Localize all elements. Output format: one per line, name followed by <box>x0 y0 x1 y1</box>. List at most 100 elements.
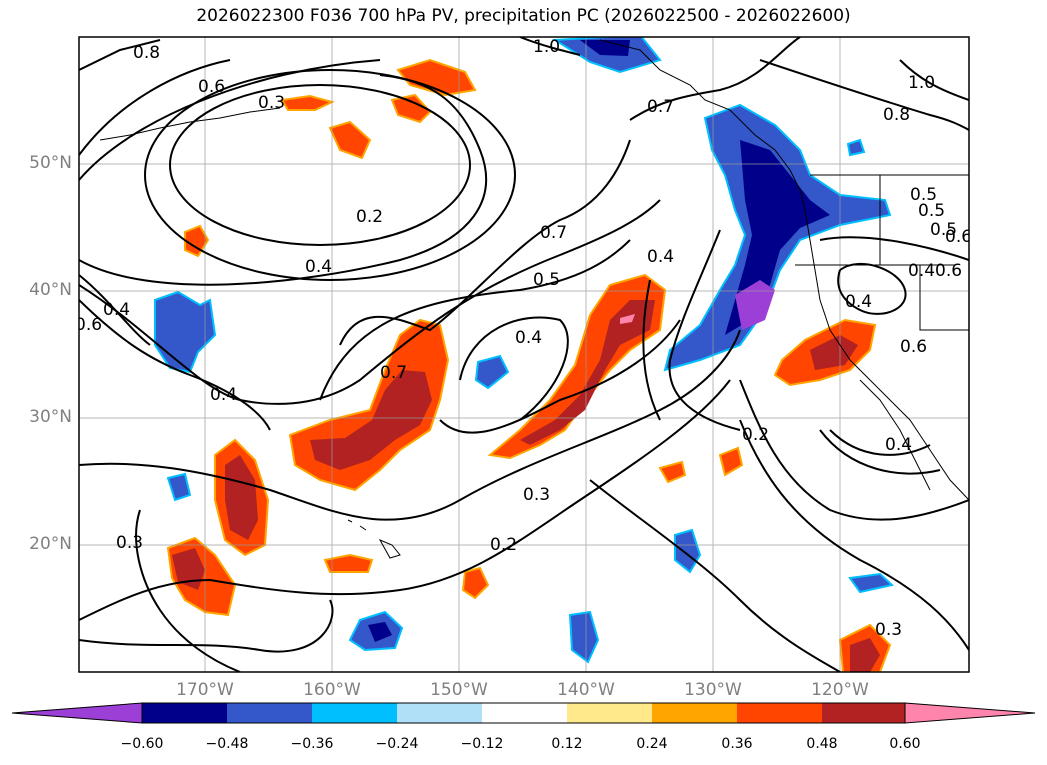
colorbar-swatch <box>142 703 227 723</box>
map-plot-area: 0.8 0.6 0.3 0.2 0.4 0.7 0.5 0.4 1.0 0.7 … <box>79 37 972 672</box>
precip-negative-cell-2-core <box>368 622 392 642</box>
contour-label: 0.6 <box>935 261 962 281</box>
precip-negative-cell-7 <box>848 572 895 594</box>
contour-label: 0.5 <box>910 185 937 205</box>
lon-label-130w: 130°W <box>684 680 742 700</box>
precip-positive-band-2-core <box>520 300 655 445</box>
colorbar-tick: 0.24 <box>636 736 668 752</box>
contour-label: 0.6 <box>198 77 225 97</box>
contour-label: 0.2 <box>356 207 383 227</box>
pv-contour-0.4-east-low <box>837 262 907 315</box>
pv-contour-0.7-coast <box>629 37 801 121</box>
precip-positive-cell-15 <box>658 460 687 484</box>
contour-label: 0.2 <box>490 535 517 555</box>
lon-label-140w: 140°W <box>557 680 615 700</box>
pv-contour-0.4-southeast <box>829 429 931 456</box>
precip-positive-cell-8 <box>328 120 372 160</box>
precip-negative-cell-6 <box>474 354 510 390</box>
precip-positive-cell-11 <box>184 224 210 258</box>
pv-contour-0.5-north <box>79 59 381 181</box>
precip-positive-cell-5-core <box>810 335 858 370</box>
pv-contour-0.6-east <box>819 236 969 261</box>
contour-label: 0.4 <box>210 385 237 405</box>
precip-positive-cell-6-core <box>850 638 880 672</box>
contour-label: 0.3 <box>875 620 902 640</box>
contour-label: 0.7 <box>647 97 674 117</box>
precip-positive-cell-3-core <box>225 455 258 540</box>
colorbar-tick: −0.48 <box>205 736 249 752</box>
coastlines <box>99 39 969 559</box>
colorbar-swatch <box>652 703 737 723</box>
contour-label: 0.6 <box>945 227 972 247</box>
pv-contour-0.2-far-southeast <box>589 479 841 672</box>
pv-contour-0.8-north <box>79 39 161 71</box>
colorbar-swatch <box>482 703 567 723</box>
precip-positive-band-2-max <box>620 314 635 324</box>
contour-label: 0.4 <box>305 257 332 277</box>
contour-label: 0.3 <box>523 485 550 505</box>
colorbar-tick: 0.48 <box>806 736 838 752</box>
precip-negative-cell-3 <box>568 610 600 664</box>
pv-contour-0.4-mid <box>79 199 661 405</box>
colorbar-swatch <box>822 703 905 723</box>
colorbar-swatch <box>737 703 822 723</box>
hawaii <box>347 519 401 559</box>
colorbar-tick: 0.12 <box>551 736 583 752</box>
contour-label: 0.5 <box>930 220 957 240</box>
alaska-coast <box>599 39 791 171</box>
pv-contour-0.4-coast-trough <box>642 279 661 421</box>
contour-label: 0.5 <box>918 201 945 221</box>
lon-label-120w: 120°W <box>811 680 869 700</box>
pv-contour-0.5-mid <box>319 239 631 401</box>
pv-contour-0.3-south <box>79 329 741 521</box>
map-frame <box>78 36 970 673</box>
pv-contours <box>79 37 969 672</box>
precip-positive-cell-7 <box>396 58 477 97</box>
precip-negative-cell-1 <box>154 290 217 374</box>
precip-shading <box>154 37 895 672</box>
colorbar-swatch <box>397 703 482 723</box>
contour-label: 0.3 <box>258 93 285 113</box>
contour-label: 0.4 <box>885 435 912 455</box>
colorbar-swatch <box>567 703 652 723</box>
precip-negative-cell-8 <box>846 138 866 157</box>
contour-label: 0.7 <box>540 223 567 243</box>
lat-label-40n: 40°N <box>29 280 72 300</box>
pv-contour-1.0-northeast <box>899 59 969 101</box>
map-title: 2026022300 F036 700 hPa PV, precipitatio… <box>196 6 851 26</box>
contour-label: 0.2 <box>742 425 769 445</box>
pv-contour-0.3-far-south <box>79 599 334 653</box>
contour-label: 0.4 <box>647 247 674 267</box>
lon-label-150w: 150°W <box>430 680 488 700</box>
precip-negative-band-max <box>735 280 775 330</box>
aleutians <box>99 107 281 141</box>
contour-labels: 0.8 0.6 0.3 0.2 0.4 0.7 0.5 0.4 1.0 0.7 … <box>79 37 972 640</box>
colorbar-tick: 0.60 <box>889 736 921 752</box>
pv-contour-0.5-pacific-west <box>79 274 151 346</box>
contour-label: 0.6 <box>900 337 927 357</box>
pv-contour-0.4-pacific-west <box>79 299 271 431</box>
lat-label-30n: 30°N <box>29 407 72 427</box>
colorbar-tick: −0.12 <box>460 736 504 752</box>
pv-contour-0.3-north <box>144 69 516 281</box>
contour-label: 0.4 <box>103 300 130 320</box>
contour-label: 1.0 <box>533 37 560 57</box>
contour-label: 1.0 <box>908 73 935 93</box>
pv-contour-0.8-coast <box>759 59 969 131</box>
pv-contour-0.2-southeast <box>739 379 969 521</box>
colorbar <box>11 702 1036 724</box>
precip-positive-band-1-core <box>310 370 432 470</box>
pv-contour-0.5-east <box>459 316 569 421</box>
contour-label: 0.7 <box>380 363 407 383</box>
lon-label-160w: 160°W <box>303 680 361 700</box>
precip-negative-cell-4 <box>674 528 702 574</box>
pv-contour-0.3-southeast <box>819 429 941 475</box>
colorbar-tick: −0.24 <box>375 736 419 752</box>
lon-label-170w: 170°W <box>176 680 234 700</box>
lat-label-50n: 50°N <box>29 153 72 173</box>
precip-positive-cell-14 <box>718 446 744 477</box>
baja-coast <box>859 379 931 491</box>
pv-contour-0.6-coast-trough <box>668 229 741 431</box>
colorbar-tick: −0.60 <box>120 736 164 752</box>
